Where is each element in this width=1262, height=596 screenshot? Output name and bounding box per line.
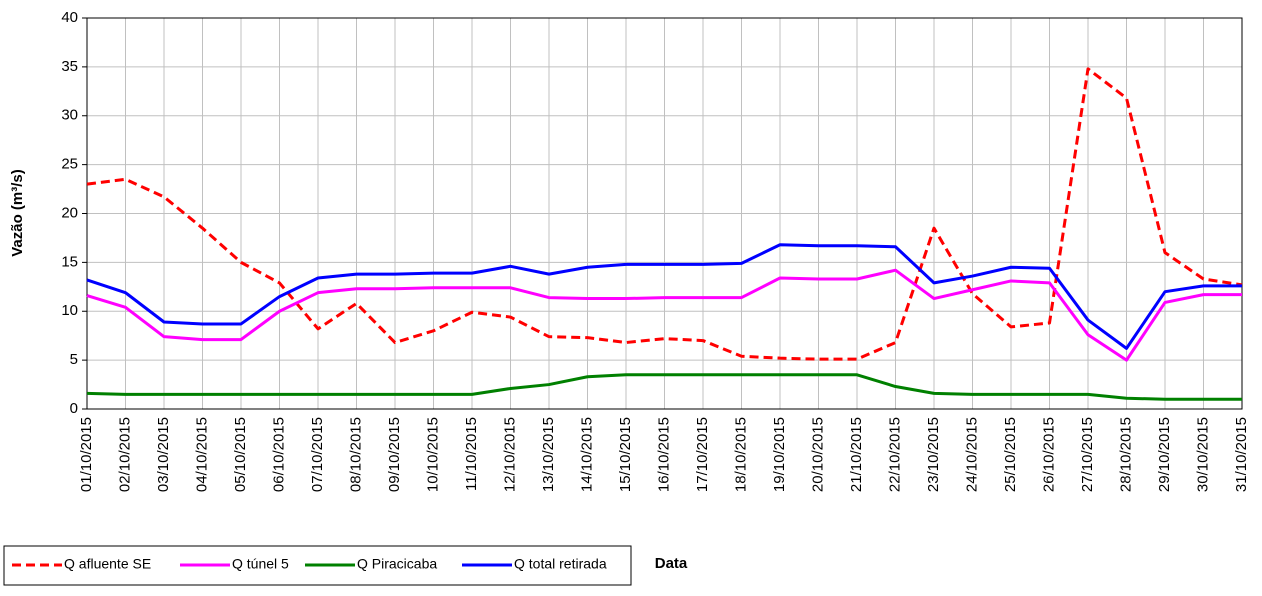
y-tick-label: 25 (61, 156, 78, 173)
y-tick-label: 30 (61, 107, 78, 124)
x-tick-label: 23/10/2015 (925, 417, 942, 492)
x-tick-label: 12/10/2015 (501, 417, 518, 492)
legend-label: Q Piracicaba (357, 556, 437, 572)
x-tick-label: 26/10/2015 (1040, 417, 1057, 492)
x-tick-label: 05/10/2015 (232, 417, 249, 492)
series-line (86, 268, 1242, 362)
x-tick-label: 16/10/2015 (655, 417, 672, 492)
y-tick-label: 20 (61, 204, 78, 221)
legend-label: Q total retirada (514, 556, 607, 572)
x-tick-label: 13/10/2015 (540, 417, 557, 492)
y-tick-label: 40 (61, 9, 78, 26)
x-tick-label: 18/10/2015 (732, 417, 749, 492)
y-tick-label: 0 (70, 400, 78, 417)
x-tick-label: 31/10/2015 (1233, 417, 1250, 492)
x-tick-label: 07/10/2015 (309, 417, 326, 492)
x-tick-label: 11/10/2015 (463, 417, 480, 491)
x-tick-label: 14/10/2015 (578, 417, 595, 492)
x-tick-label: 27/10/2015 (1079, 417, 1096, 492)
x-tick-label: 17/10/2015 (694, 417, 711, 492)
x-tick-label: 29/10/2015 (1156, 417, 1173, 492)
x-tick-label: 03/10/2015 (155, 417, 172, 492)
plot-border (86, 17, 1243, 410)
x-tick-label: 19/10/2015 (771, 417, 788, 492)
legend-label: Q afluente SE (64, 556, 151, 572)
legend-label: Q túnel 5 (232, 556, 289, 572)
y-tick-label: 5 (70, 351, 78, 368)
x-tick-label: 06/10/2015 (270, 417, 287, 492)
x-tick-label: 20/10/2015 (809, 417, 826, 492)
series-line (86, 67, 1243, 361)
x-tick-label: 24/10/2015 (963, 417, 980, 492)
y-tick-label: 35 (61, 58, 78, 75)
x-axis-label: Data (655, 555, 688, 572)
x-tick-label: 02/10/2015 (116, 417, 133, 492)
x-tick-label: 30/10/2015 (1194, 417, 1211, 492)
x-tick-label: 22/10/2015 (886, 417, 903, 492)
x-tick-label: 21/10/2015 (848, 417, 865, 492)
y-tick-label: 10 (61, 302, 78, 319)
series-line (86, 373, 1242, 401)
x-tick-label: 25/10/2015 (1002, 417, 1019, 492)
x-tick-label: 09/10/2015 (386, 417, 403, 492)
x-tick-label: 15/10/2015 (617, 417, 634, 492)
series-line (86, 243, 1242, 350)
x-tick-label: 04/10/2015 (193, 417, 210, 492)
x-tick-label: 28/10/2015 (1117, 417, 1134, 492)
x-tick-label: 10/10/2015 (424, 417, 441, 492)
y-tick-label: 15 (61, 253, 78, 270)
y-axis-label: Vazão (m³/s) (9, 169, 26, 257)
x-tick-label: 08/10/2015 (347, 417, 364, 492)
x-tick-label: 01/10/2015 (78, 417, 95, 492)
